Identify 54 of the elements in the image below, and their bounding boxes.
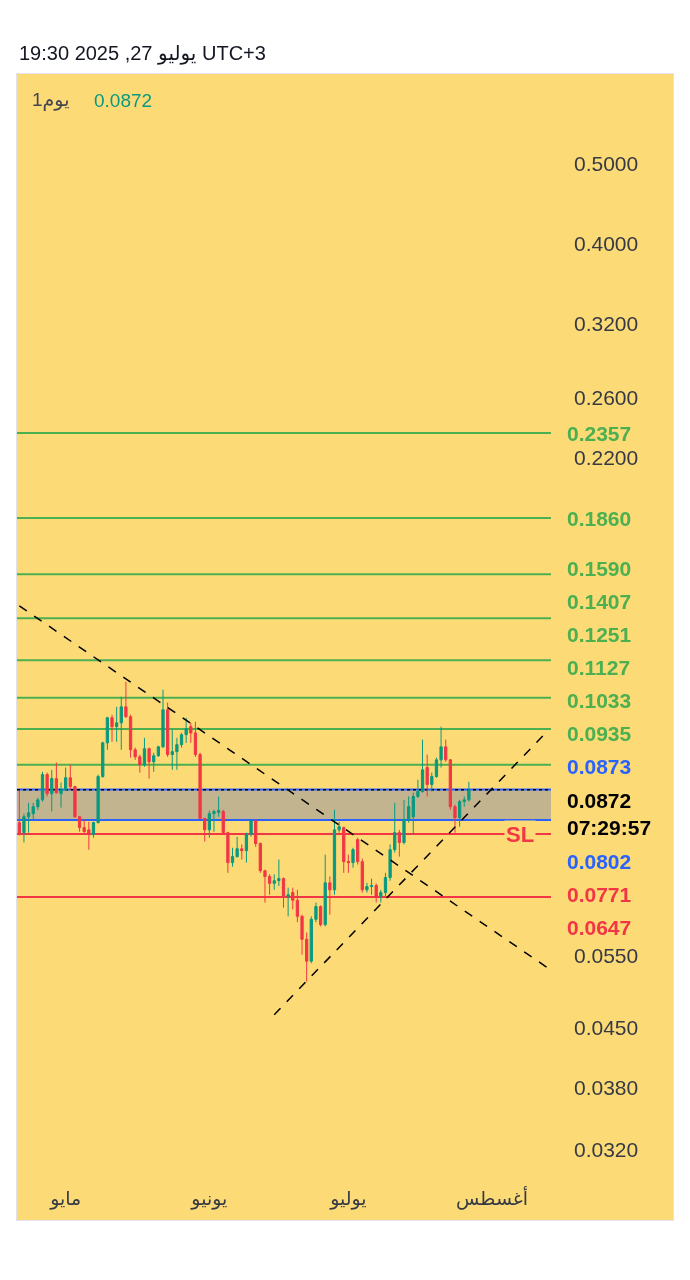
chart-subtitle: يوليو 27, 2025 19:30 UTC+3 bbox=[19, 42, 266, 65]
candlestick bbox=[286, 887, 290, 917]
candlestick bbox=[356, 837, 360, 866]
ref-line-label: 0.2357 bbox=[567, 422, 632, 445]
y-tick-label: 0.2600 bbox=[573, 386, 639, 410]
annotation: SL bbox=[506, 822, 535, 847]
candlestick bbox=[165, 702, 170, 758]
y-tick-label: 0.3200 bbox=[573, 311, 639, 335]
ref-line-label: 0.1407 bbox=[567, 590, 632, 613]
y-tick-label: 0.0320 bbox=[573, 1137, 639, 1161]
y-tick-label: 0.2200 bbox=[573, 446, 639, 470]
y-tick-label: 0.0380 bbox=[573, 1076, 639, 1100]
y-tick-label: 0.5000 bbox=[573, 151, 639, 175]
y-tick-label: 0.0450 bbox=[573, 1015, 639, 1039]
annotation: 0.0872 bbox=[94, 90, 153, 111]
candlestick bbox=[369, 878, 374, 896]
candlestick bbox=[54, 762, 59, 795]
candlestick bbox=[142, 737, 147, 768]
ref-line-label: 0.0647 bbox=[567, 916, 632, 939]
y-tick-label: 0.4000 bbox=[573, 231, 639, 255]
candlestick bbox=[425, 754, 429, 798]
ref-line-label: 0.0771 bbox=[567, 883, 632, 906]
candlestick bbox=[318, 904, 323, 927]
ref-line-label: 0.1860 bbox=[567, 507, 632, 530]
x-tick-label: يوليو bbox=[329, 1188, 367, 1210]
ref-line-label: 0.1127 bbox=[567, 656, 631, 679]
candlestick bbox=[323, 854, 327, 927]
candlestick bbox=[420, 739, 425, 794]
ref-line-label: 0.0935 bbox=[567, 722, 632, 745]
x-tick-label: أغسطس bbox=[456, 1186, 529, 1210]
candlestick bbox=[360, 858, 364, 894]
candlestick bbox=[351, 847, 355, 869]
ref-line-label: 0.0873 bbox=[567, 755, 632, 778]
ref-line-label: 0.0802 bbox=[567, 850, 632, 873]
ref-line-label: 0.1590 bbox=[567, 557, 632, 580]
candlestick bbox=[50, 769, 54, 812]
x-tick-label: مايو bbox=[49, 1188, 82, 1210]
x-tick-label: يونيو bbox=[190, 1188, 228, 1210]
text: 1يوم bbox=[32, 89, 70, 111]
candlestick bbox=[332, 809, 337, 896]
ref-line-label: 0.1251 bbox=[567, 623, 632, 646]
ref-line-label: 0.1033 bbox=[567, 689, 632, 712]
ref-line-label: 0.0872 07:29:57 bbox=[567, 789, 652, 840]
candlestick bbox=[110, 714, 114, 743]
candlestick bbox=[184, 717, 188, 744]
y-tick-label: 0.0550 bbox=[573, 943, 639, 967]
candlestick bbox=[147, 747, 151, 780]
candlestick bbox=[457, 799, 462, 828]
candlestick bbox=[45, 772, 49, 798]
candlestick bbox=[402, 799, 406, 845]
candlestick bbox=[115, 706, 119, 743]
candlestick bbox=[365, 882, 369, 894]
candlestick bbox=[119, 696, 123, 751]
candlestick bbox=[240, 843, 244, 861]
